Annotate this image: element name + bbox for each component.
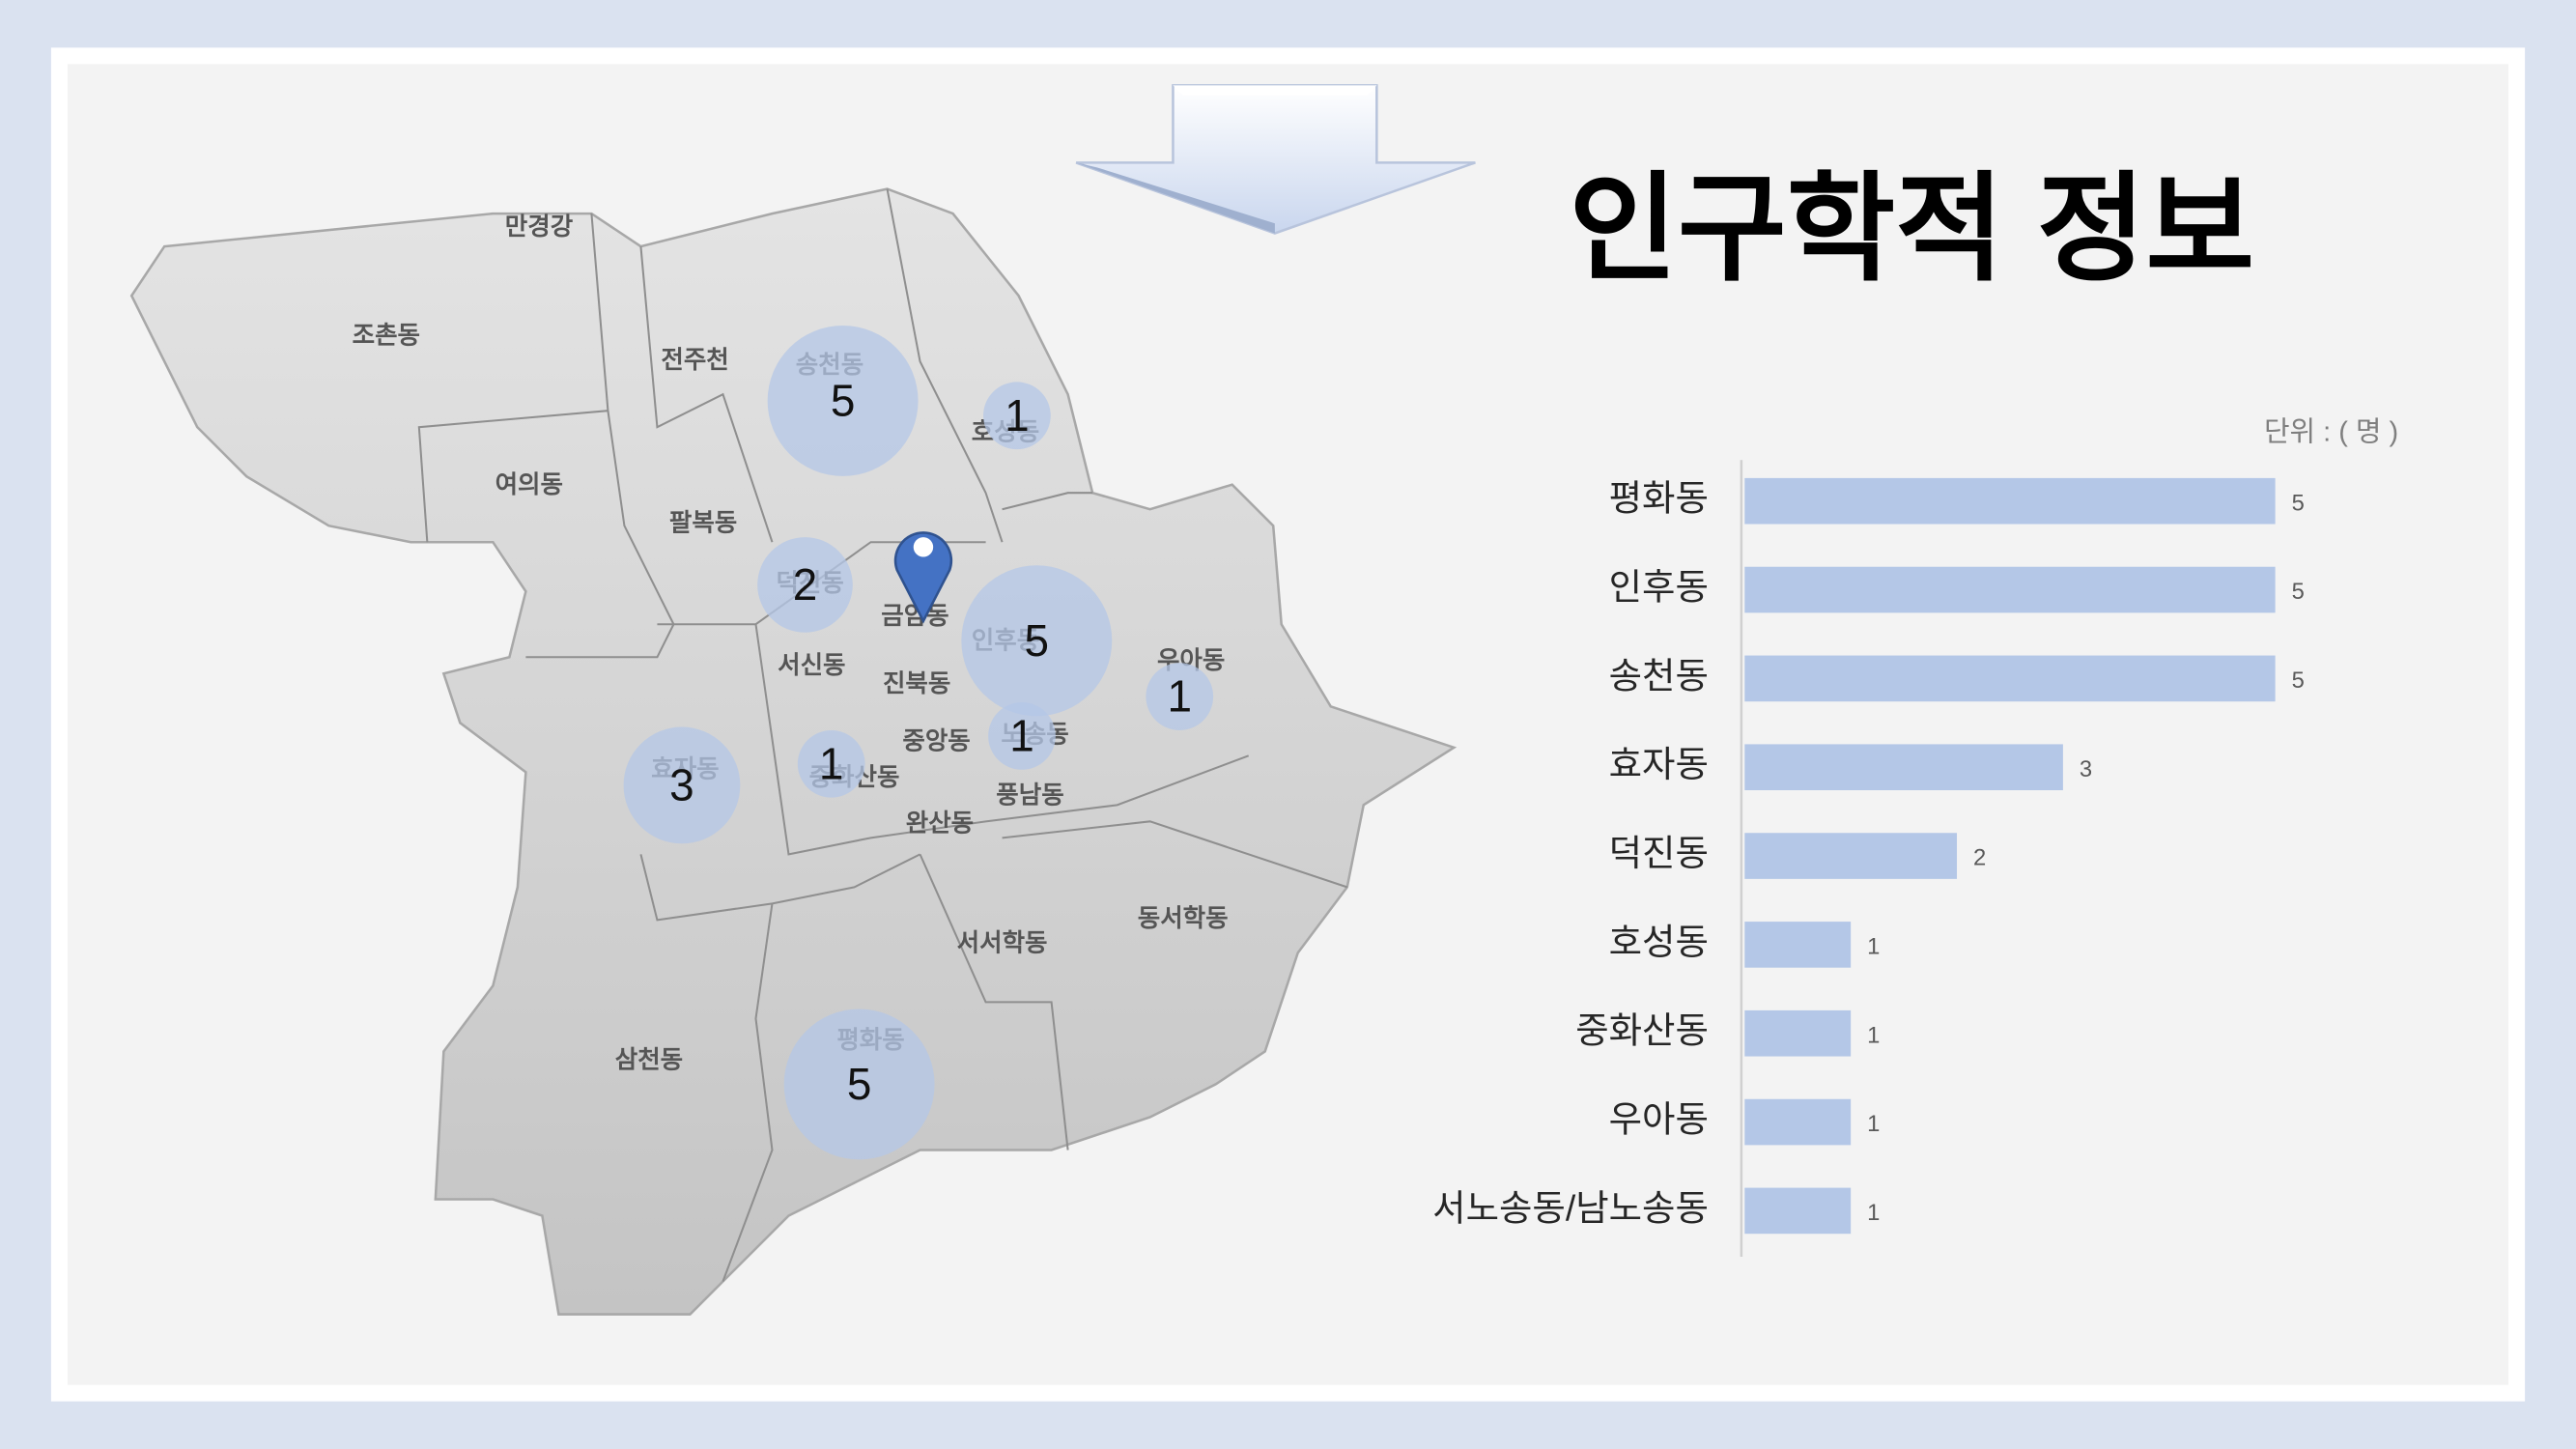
- bubble-value: 1: [1009, 710, 1034, 760]
- category-label: 효자동: [1609, 744, 1709, 784]
- category-label: 인후동: [1609, 566, 1709, 607]
- bar: [1744, 1098, 1852, 1146]
- district-label: 팔복동: [669, 509, 737, 536]
- bubble: [797, 729, 865, 798]
- bubble-value: 5: [831, 375, 856, 425]
- bubble: [961, 565, 1113, 717]
- map-pin: [893, 531, 953, 624]
- bubble: [623, 726, 741, 844]
- category-label: 서노송동/남노송동: [1432, 1187, 1709, 1228]
- bubbles: 5 1 2 5 1 1 1 3 5: [623, 326, 1214, 1160]
- bar: [1744, 922, 1852, 968]
- bubble-value: 1: [819, 738, 844, 788]
- bubble-value: 5: [1025, 615, 1050, 666]
- district-label: 조촌동: [353, 322, 420, 349]
- bubble-value: 3: [669, 759, 694, 810]
- bubble: [783, 1009, 935, 1160]
- bar: [1744, 477, 2276, 525]
- category-label: 평화동: [1609, 478, 1709, 519]
- district-borders: [417, 188, 1348, 1282]
- category-label: 우아동: [1609, 1098, 1709, 1139]
- bubble: [1146, 663, 1214, 730]
- bar: [1744, 1009, 1852, 1057]
- bubble: [988, 702, 1056, 770]
- arrow: [1075, 84, 1476, 235]
- district-label: 풍남동: [996, 782, 1063, 810]
- district-label: 서신동: [778, 652, 845, 679]
- value-label: 1: [1867, 1200, 1880, 1226]
- value-label: 5: [2292, 668, 2305, 694]
- district-label: 진북동: [883, 670, 950, 697]
- value-label: 1: [1867, 1022, 1880, 1048]
- bubble-value: 1: [1167, 671, 1192, 722]
- value-label: 1: [1867, 1111, 1880, 1137]
- value-label: 3: [2080, 756, 2092, 782]
- value-label: 2: [1973, 845, 1986, 871]
- bar: [1744, 655, 2276, 702]
- district-label: 전주천: [661, 347, 728, 374]
- value-label: 5: [2292, 579, 2305, 605]
- district-label: 서서학동: [957, 930, 1048, 957]
- district-label: 완산동: [906, 810, 974, 837]
- bubble: [983, 382, 1051, 450]
- category-label: 호성동: [1609, 922, 1709, 962]
- unit-note: 단위 : ( 명 ): [2264, 417, 2398, 448]
- district-label: 만경강: [505, 213, 574, 241]
- slide-title: 인구학적 정보: [1569, 162, 2254, 295]
- bar-chart: 평화동 5 인후동 5 송천동 5 효자동 3 덕진동 2 호성동 1 중화산동 1 우아동 1 서노송동/남노…: [1432, 478, 2305, 1235]
- bubble-value: 1: [1005, 390, 1030, 440]
- bubble-value: 2: [793, 559, 818, 610]
- category-label: 덕진동: [1609, 833, 1709, 873]
- bubble-value: 5: [847, 1059, 872, 1109]
- district-label: 중앙동: [902, 727, 970, 754]
- district-label: 여의동: [495, 471, 563, 498]
- bar: [1744, 833, 1958, 879]
- bubble: [767, 326, 919, 476]
- district-label: 동서학동: [1138, 905, 1229, 932]
- bar: [1744, 1187, 1852, 1235]
- bar: [1744, 744, 2063, 791]
- value-label: 5: [2292, 490, 2305, 516]
- category-label: 송천동: [1609, 655, 1709, 696]
- map-shape: [129, 187, 1458, 1316]
- district-label: 삼천동: [615, 1046, 683, 1073]
- bubble: [757, 537, 853, 633]
- category-label: 중화산동: [1575, 1010, 1709, 1051]
- bar: [1744, 566, 2276, 613]
- value-label: 1: [1867, 934, 1880, 960]
